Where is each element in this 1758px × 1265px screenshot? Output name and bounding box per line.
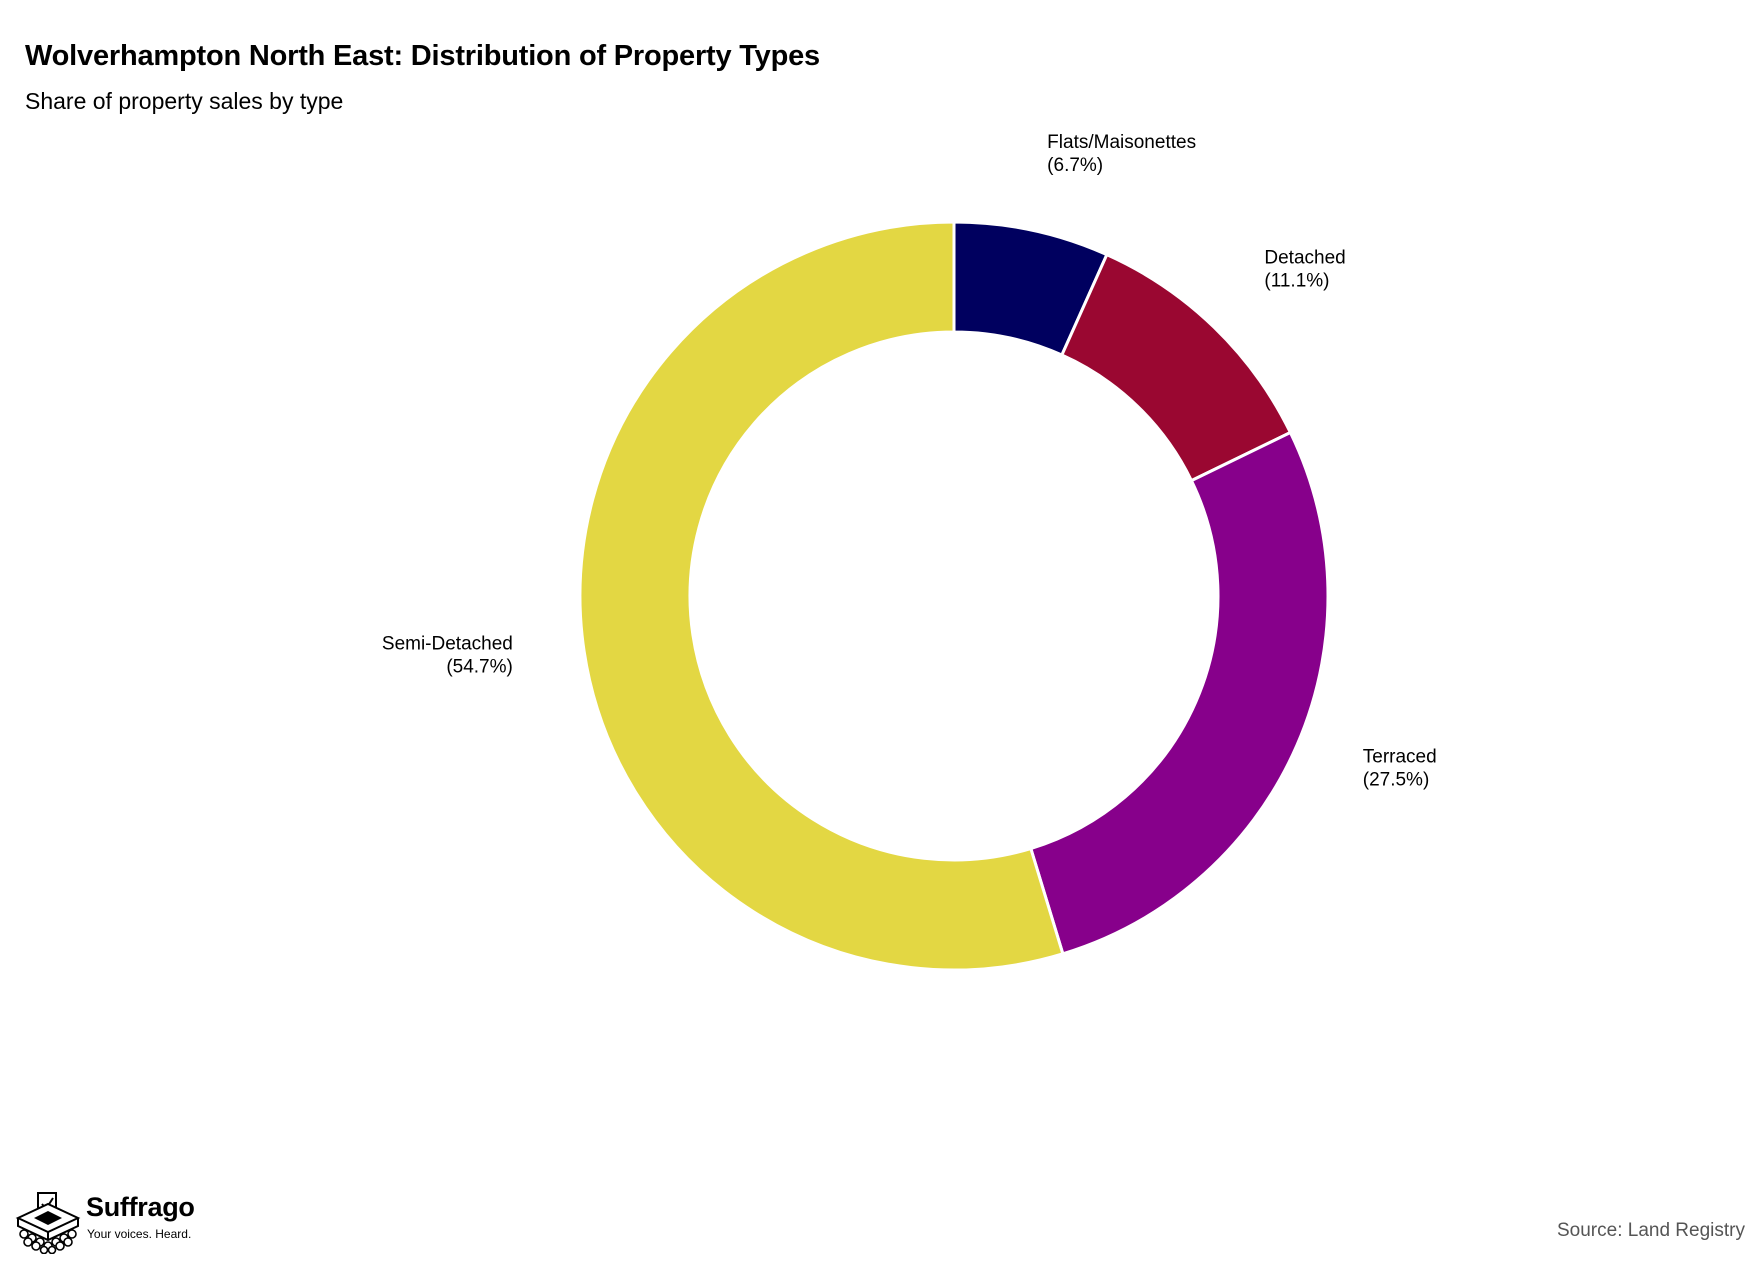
brand-tagline: Your voices. Heard.	[87, 1227, 192, 1241]
slice-label-terraced: Terraced (27.5%)	[1363, 746, 1437, 790]
slice-label-semi-detached: Semi-Detached (54.7%)	[382, 634, 513, 678]
ballot-box-icon	[15, 1192, 81, 1254]
chart-title: Wolverhampton North East: Distribution o…	[25, 40, 820, 72]
slice-labels: Flats/Maisonettes (6.7%) Detached (11.1%) Te…	[382, 132, 1437, 791]
donut-slice-semi-detached	[578, 220, 1065, 972]
slice-label-flats-maisonettes: Flats/Maisonettes (6.7%)	[1047, 132, 1196, 176]
donut-slice-detached	[1059, 252, 1293, 483]
suffrago-logo: Suffrago Your voices. Heard.	[14, 1192, 214, 1254]
chart-subtitle: Share of property sales by type	[25, 88, 344, 114]
brand-name: Suffrago	[86, 1192, 195, 1222]
donut-slice-terraced	[1028, 430, 1330, 956]
donut-slices	[578, 220, 1330, 972]
slice-label-detached: Detached (11.1%)	[1264, 248, 1345, 292]
source-note: Source: Land Registry	[1557, 1220, 1745, 1241]
